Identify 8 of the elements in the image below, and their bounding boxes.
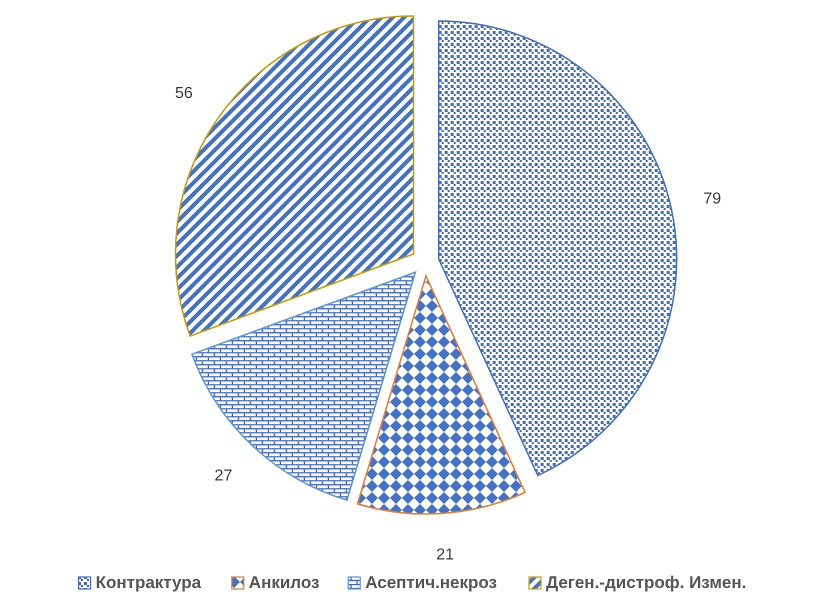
legend-label: Деген.-дистроф. Измен. xyxy=(546,573,746,592)
legend-label: Асептич.некроз xyxy=(365,573,498,592)
data-label: 56 xyxy=(175,84,193,102)
data-label: 27 xyxy=(214,467,232,484)
data-label: 79 xyxy=(703,190,722,208)
data-label: 21 xyxy=(436,546,454,564)
legend-label: Анкилоз xyxy=(248,573,320,592)
legend-label: Контрактура xyxy=(96,573,202,592)
